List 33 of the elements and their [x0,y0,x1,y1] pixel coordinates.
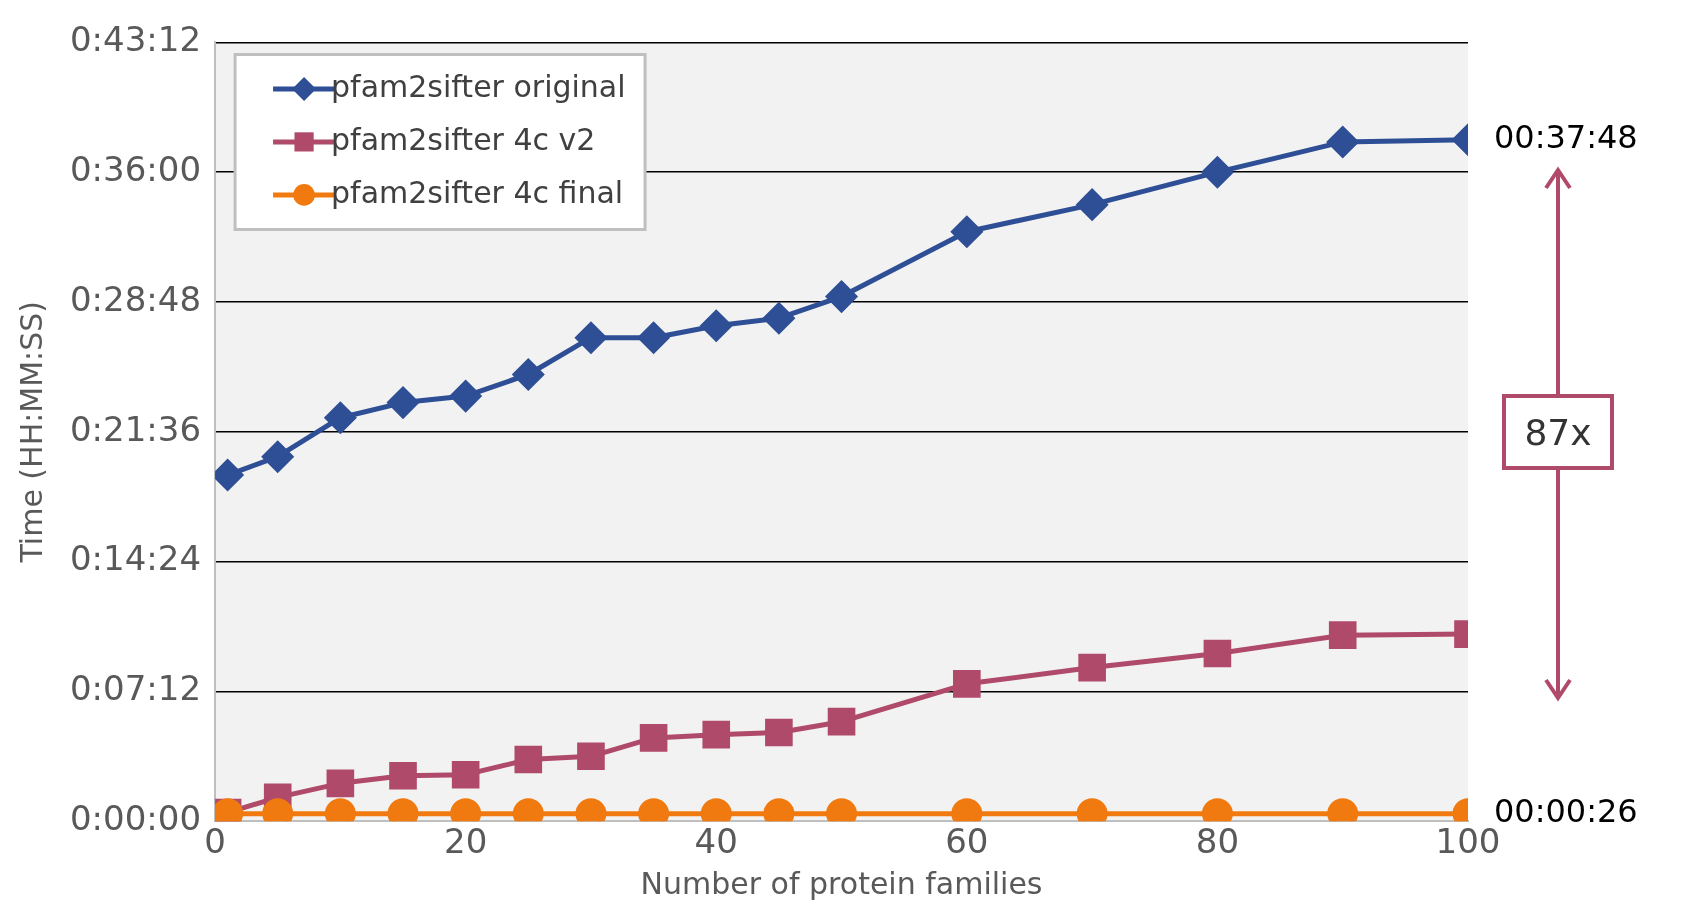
y-tick-label: 0:36:00 [69,149,202,190]
x-axis-title: Number of protein families [640,865,1043,901]
point [450,380,482,412]
legend-label: pfam2sifter original [331,68,626,104]
x-tick-label: 40 [694,821,738,862]
legend-label: pfam2sifter 4c final [331,174,624,210]
point [262,441,294,473]
point [763,302,795,334]
x-tick-label: 60 [945,821,989,862]
point [1076,189,1108,221]
point [700,310,732,342]
point [575,322,607,354]
legend-label: pfam2sifter 4c v2 [331,121,596,157]
y-tick-label: 0:43:12 [69,19,202,60]
y-tick-label: 0:00:00 [69,798,202,839]
y-tick-label: 0:14:24 [69,538,202,579]
x-tick-label: 80 [1195,821,1240,862]
annotation: 00:37:48 [1494,118,1638,157]
x-tick-label: 20 [444,821,488,862]
y-tick-label: 0:07:12 [69,668,202,709]
point [324,402,356,434]
y-tick-label: 0:28:48 [69,278,202,319]
y-axis-title: Time (HH:MM:SS) [13,301,49,564]
point [1201,156,1233,188]
point [638,322,670,354]
text: 87x [1502,394,1614,470]
x-tick-label: 0 [204,821,226,862]
point [951,216,983,248]
y-tick-label: 0:21:36 [69,408,202,449]
point [826,281,858,313]
point [387,387,419,419]
point [1327,126,1359,158]
point [512,358,544,390]
